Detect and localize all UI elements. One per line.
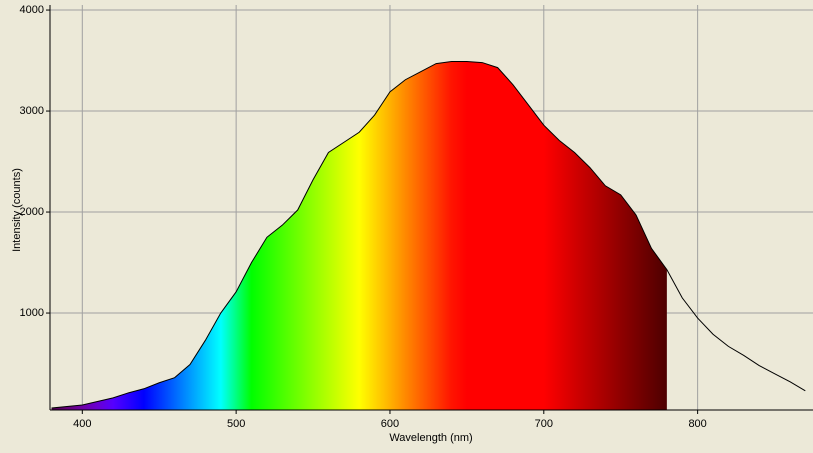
x-tick-label: 700	[535, 418, 553, 430]
x-tick-label: 500	[227, 418, 245, 430]
spectrum-area	[51, 61, 667, 411]
y-tick-label: 3000	[20, 105, 44, 117]
line	[51, 61, 806, 409]
x-tick-label: 600	[381, 418, 399, 430]
x-tick-label: 800	[688, 418, 706, 430]
x-tick-label: 400	[73, 418, 91, 430]
x-axis-title: Wavelength (nm)	[389, 432, 472, 444]
y-tick-label: 4000	[20, 4, 44, 16]
y-axis-title: Intensity (counts)	[11, 168, 23, 252]
y-tick-label: 1000	[20, 307, 44, 319]
y-tick-label: 2000	[20, 206, 44, 218]
